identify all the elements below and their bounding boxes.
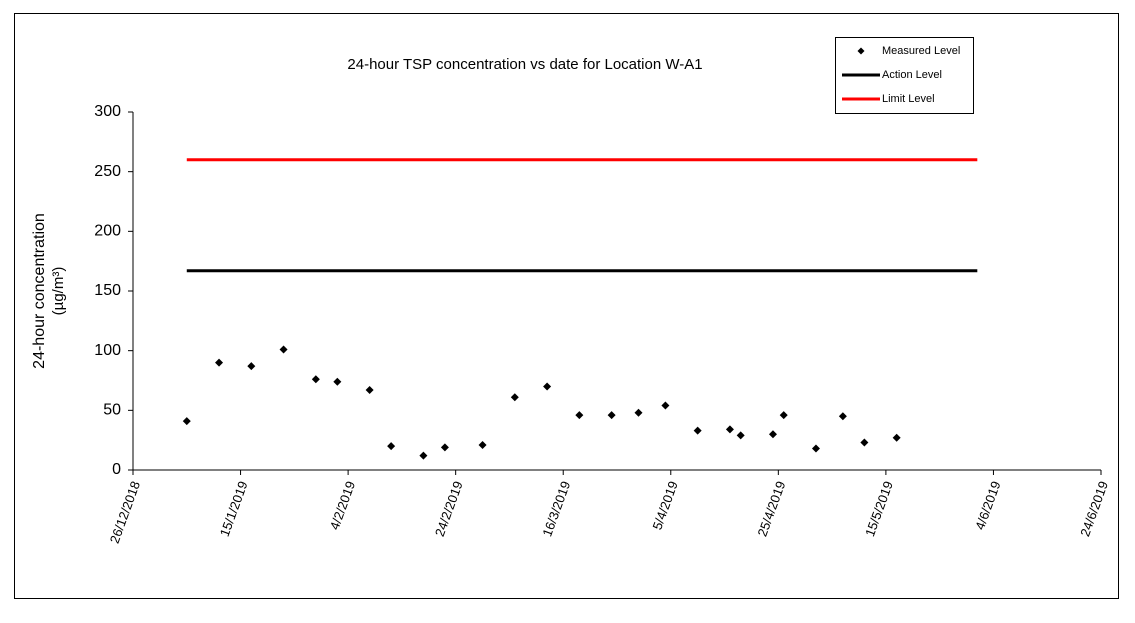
y-tick-label: 200 [94,223,121,240]
data-point [661,401,670,410]
legend-label: Measured Level [882,45,960,57]
legend-swatch [857,47,865,55]
y-tick-label: 150 [94,282,121,299]
data-point [607,411,616,420]
y-tick-label: 0 [112,461,121,478]
y-tick-label: 250 [94,163,121,180]
legend-label: Limit Level [882,93,935,105]
data-point [365,386,374,395]
y-tick-label: 50 [103,402,121,419]
data-point [543,382,552,391]
data-point [247,362,256,371]
y-label-line: (µg/m³) [50,267,67,316]
data-point [510,393,519,402]
data-point [838,412,847,421]
data-point [440,443,449,452]
data-point [860,438,869,447]
data-point [279,345,288,354]
data-point [811,444,820,453]
data-point [215,358,224,367]
data-point [478,440,487,449]
y-tick-label: 100 [94,342,121,359]
data-point [419,451,428,460]
data-point [768,430,777,439]
chart-title: 24-hour TSP concentration vs date for Lo… [347,56,702,73]
data-point [892,433,901,442]
y-tick-label: 300 [94,103,121,120]
y-axis-title: 24-hour concentration (µg/m³) [31,213,67,369]
data-point [634,408,643,417]
data-point [311,375,320,384]
data-point [736,431,745,440]
legend-label: Action Level [882,69,942,81]
data-point [575,411,584,420]
data-point [693,426,702,435]
data-point [779,411,788,420]
y-label-line: 24-hour concentration [31,213,48,369]
data-point [333,377,342,386]
data-point [387,442,396,451]
data-point [725,425,734,434]
data-point [182,417,191,426]
